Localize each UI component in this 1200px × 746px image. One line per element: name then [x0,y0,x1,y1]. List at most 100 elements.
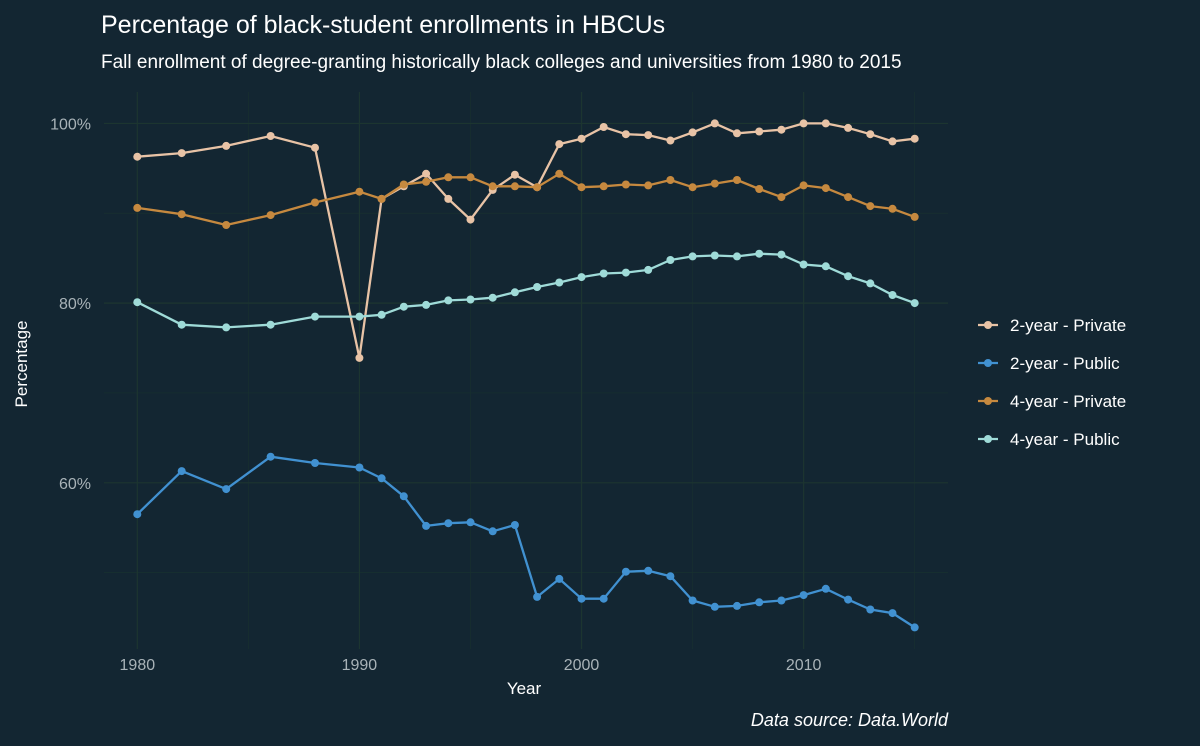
data-point-4-year-public [222,323,231,332]
data-point-2-year-private [466,215,475,224]
data-point-4-year-private [844,193,853,202]
data-point-4-year-private [133,203,142,212]
data-point-2-year-public [866,605,875,614]
data-point-4-year-private [644,181,653,190]
data-point-4-year-private [866,202,875,211]
data-point-4-year-private [510,182,519,191]
data-point-4-year-public [799,260,808,269]
series-4-year-private [133,169,919,229]
data-point-4-year-public [710,251,719,260]
legend-label: 2-year - Public [1010,354,1120,373]
data-point-4-year-private [533,183,542,192]
y-tick-label: 60% [59,476,91,493]
data-point-2-year-public [755,598,764,607]
data-point-2-year-public [821,584,830,593]
legend-item-2-year-private: 2-year - Private [978,316,1126,335]
data-point-2-year-public [466,518,475,527]
data-point-4-year-public [888,291,897,299]
y-tick-label: 80% [59,296,91,313]
data-point-4-year-private [733,176,741,184]
data-point-4-year-public [777,250,786,259]
data-point-4-year-public [644,265,653,274]
data-point-2-year-private [688,128,697,137]
data-point-4-year-public [133,298,142,307]
legend-key-point [984,435,992,443]
data-point-4-year-public [355,312,364,321]
data-point-4-year-private [666,176,675,184]
data-point-2-year-private [755,127,764,136]
data-point-4-year-public [621,268,630,277]
data-point-4-year-private [466,173,475,182]
data-point-4-year-public [422,300,431,309]
data-point-4-year-public [599,269,608,278]
data-point-4-year-private [355,187,364,196]
legend-item-4-year-public: 4-year - Public [978,430,1120,449]
data-point-4-year-private [555,169,564,178]
data-point-2-year-public [888,609,897,618]
data-point-2-year-private [266,132,275,140]
data-point-4-year-public [311,312,319,321]
data-point-4-year-private [777,193,786,202]
data-point-2-year-private [733,129,741,138]
series-line-4-year-public [136,252,916,329]
data-point-2-year-public [222,485,231,494]
chart-title: Percentage of black-student enrollments … [101,11,665,39]
legend-item-2-year-public: 2-year - Public [978,354,1120,373]
data-point-2-year-private [777,125,786,134]
data-point-4-year-public [844,272,853,281]
data-point-2-year-public [422,521,431,530]
y-tick-label: 100% [50,116,91,133]
data-point-4-year-private [422,177,431,186]
data-point-4-year-public [555,278,564,287]
data-point-2-year-private [355,353,364,362]
data-point-4-year-public [821,262,830,271]
legend-item-4-year-private: 4-year - Private [978,392,1126,411]
chart-subtitle: Fall enrollment of degree-granting histo… [101,52,902,73]
x-tick-label: 1980 [120,657,156,674]
data-point-2-year-public [133,510,142,519]
data-point-2-year-private [799,119,808,128]
data-point-2-year-private [910,134,919,143]
data-point-2-year-private [311,143,319,152]
data-point-2-year-public [266,452,275,461]
data-point-4-year-private [377,194,386,203]
data-point-2-year-public [688,596,697,605]
data-point-4-year-private [821,184,830,193]
data-point-4-year-public [510,288,519,297]
data-point-2-year-public [399,492,408,501]
series-line-2-year-private [136,122,916,360]
data-point-4-year-public [444,296,453,305]
data-point-2-year-public [599,594,608,603]
data-point-4-year-public [866,279,875,288]
data-point-2-year-public [444,519,453,528]
data-point-4-year-private [688,183,697,192]
data-point-4-year-public [266,320,275,329]
x-tick-label: 2000 [564,657,600,674]
data-point-2-year-private [422,169,431,178]
data-point-2-year-public [510,521,519,529]
data-point-2-year-public [488,527,497,536]
legend-label: 4-year - Public [1010,430,1120,449]
data-point-4-year-private [177,210,186,219]
data-point-2-year-public [799,591,808,600]
data-point-2-year-public [311,459,319,467]
data-point-2-year-public [644,566,653,575]
data-point-4-year-private [222,221,231,229]
data-point-4-year-public [577,273,586,282]
data-point-4-year-private [621,180,630,189]
legend-key-point [984,397,992,405]
legend-key-point [984,359,992,367]
data-point-4-year-public [177,320,186,329]
data-point-2-year-private [621,130,630,139]
x-axis-title: Year [507,679,542,698]
data-point-4-year-private [399,180,408,189]
data-point-4-year-public [399,302,408,311]
data-point-4-year-public [688,252,697,261]
legend: 2-year - Private 2-year - Public 4-year - … [978,316,1126,449]
data-point-4-year-private [444,173,453,182]
legend-key-point [984,321,992,329]
data-point-2-year-public [577,594,586,603]
data-point-2-year-public [377,474,386,483]
